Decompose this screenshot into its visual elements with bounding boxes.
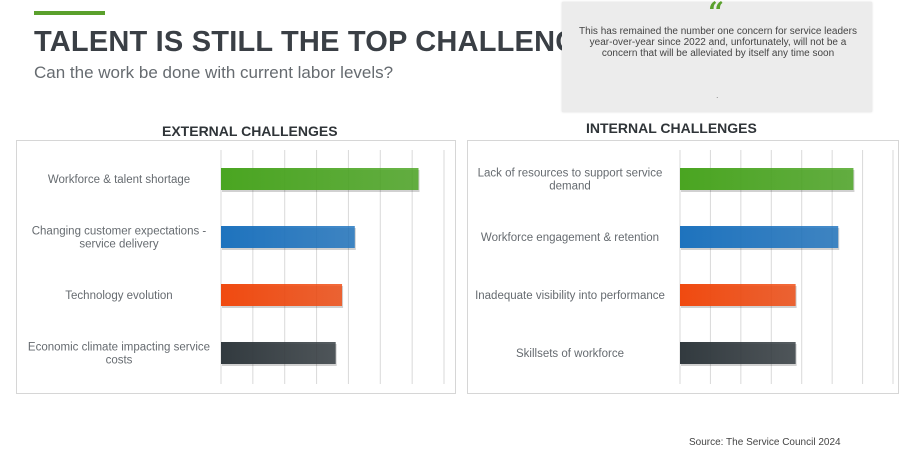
external-category-label-line: costs — [106, 355, 133, 367]
external-bar — [221, 342, 336, 364]
external-category-label: Technology evolution — [65, 290, 172, 302]
accent-line — [34, 11, 105, 15]
external-bar — [221, 168, 419, 190]
internal-category-label: Lack of resources to support service dema… — [478, 168, 663, 193]
quote-trailing: . — [716, 90, 719, 100]
internal-category-label: Skillsets of workforce — [516, 348, 624, 360]
external-category-label-line: Economic climate impacting service — [28, 342, 210, 354]
internal-bar — [680, 226, 839, 248]
quote-text: This has remained the number one concern… — [579, 26, 857, 59]
quote-callout: “ This has remained the number one conce… — [562, 0, 872, 112]
external-category-label-line: service delivery — [79, 239, 158, 251]
internal-category-label-line: Workforce engagement & retention — [481, 232, 659, 244]
internal-chart-title: INTERNAL CHALLENGES — [586, 120, 757, 136]
internal-challenges-chart: Lack of resources to support service dema… — [467, 140, 899, 394]
external-bar — [221, 284, 343, 306]
internal-bar — [680, 284, 796, 306]
external-category-label: Workforce & talent shortage — [48, 174, 190, 186]
external-chart-title: EXTERNAL CHALLENGES — [162, 123, 338, 139]
external-challenges-chart: Workforce & talent shortage Changing cust… — [16, 140, 456, 394]
internal-category-label: Inadequate visibility into performance — [475, 290, 665, 302]
page-title: TALENT IS STILL THE TOP CHALLENGE — [34, 26, 598, 58]
internal-category-label-line: Lack of resources to support service — [478, 168, 663, 180]
internal-bar — [680, 342, 796, 364]
internal-category-label-line: demand — [549, 181, 591, 193]
external-category-label-line: Technology evolution — [65, 290, 172, 302]
source-note: Source: The Service Council 2024 — [689, 437, 841, 448]
internal-bar — [680, 168, 854, 190]
quote-mark-icon: “ — [708, 0, 725, 29]
page-subtitle: Can the work be done with current labor … — [34, 63, 394, 82]
external-category-label: Economic climate impacting service costs — [28, 342, 210, 367]
internal-category-label-line: Inadequate visibility into performance — [475, 290, 665, 302]
external-category-label: Changing customer expectations -service … — [32, 226, 207, 251]
internal-category-label: Workforce engagement & retention — [481, 232, 659, 244]
external-category-label-line: Workforce & talent shortage — [48, 174, 190, 186]
external-category-label-line: Changing customer expectations - — [32, 226, 207, 238]
internal-category-label-line: Skillsets of workforce — [516, 348, 624, 360]
external-bar — [221, 226, 355, 248]
